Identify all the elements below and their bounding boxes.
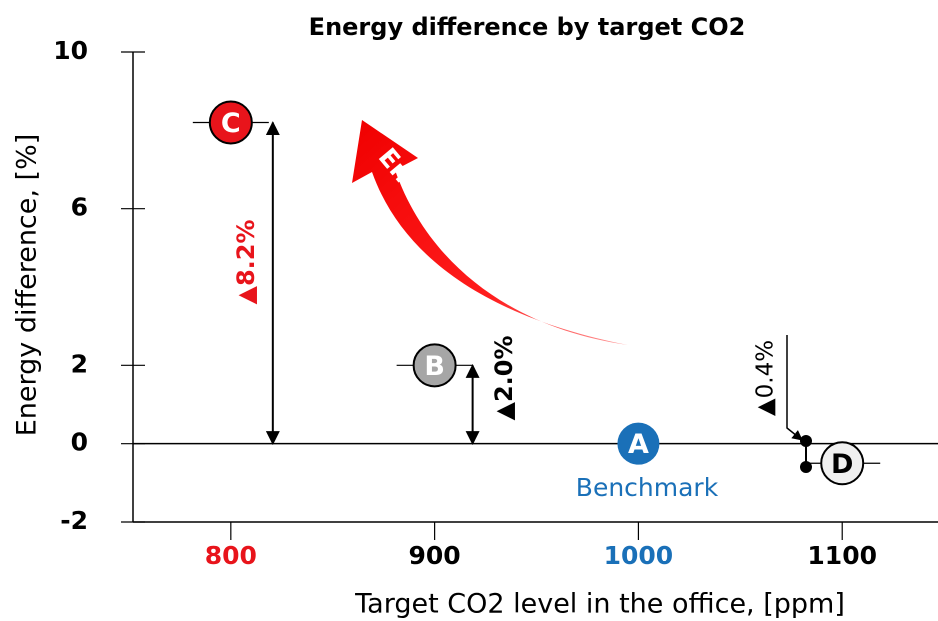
x-axis-title: Target CO2 level in the office, [ppm] [354, 589, 845, 620]
chart: Energy difference by target CO2 Target C… [0, 0, 938, 621]
annotation: ▲0.4% [753, 340, 779, 416]
point-label: C [221, 108, 241, 139]
point-label: A [628, 429, 649, 460]
page: {"chart_data": { "type": "scatter", "tit… [0, 0, 938, 621]
y-tick-label: 6 [71, 193, 88, 222]
x-tick-label: 900 [409, 541, 461, 570]
annotation: ▲2.0% [490, 335, 518, 420]
leader-line [787, 335, 802, 440]
y-tick-label: 2 [71, 349, 88, 378]
x-tick-label: 800 [205, 541, 257, 570]
point-label: D [831, 449, 853, 480]
y-tick-label: -2 [60, 506, 88, 535]
chart-title: Energy difference by target CO2 [309, 13, 746, 41]
x-tick-label: 1000 [604, 541, 674, 570]
point-label: B [424, 351, 445, 382]
y-tick-label: 10 [53, 36, 88, 65]
x-tick-label: 1100 [807, 541, 877, 570]
y-axis-title: Energy difference, [%] [12, 134, 43, 437]
annotation: Benchmark [576, 473, 719, 502]
y-tick-label: 0 [71, 428, 88, 457]
bracket-dot [800, 435, 812, 447]
energy-loss-label: Energy loss [373, 142, 500, 285]
annotation: ▲8.2% [232, 219, 260, 304]
